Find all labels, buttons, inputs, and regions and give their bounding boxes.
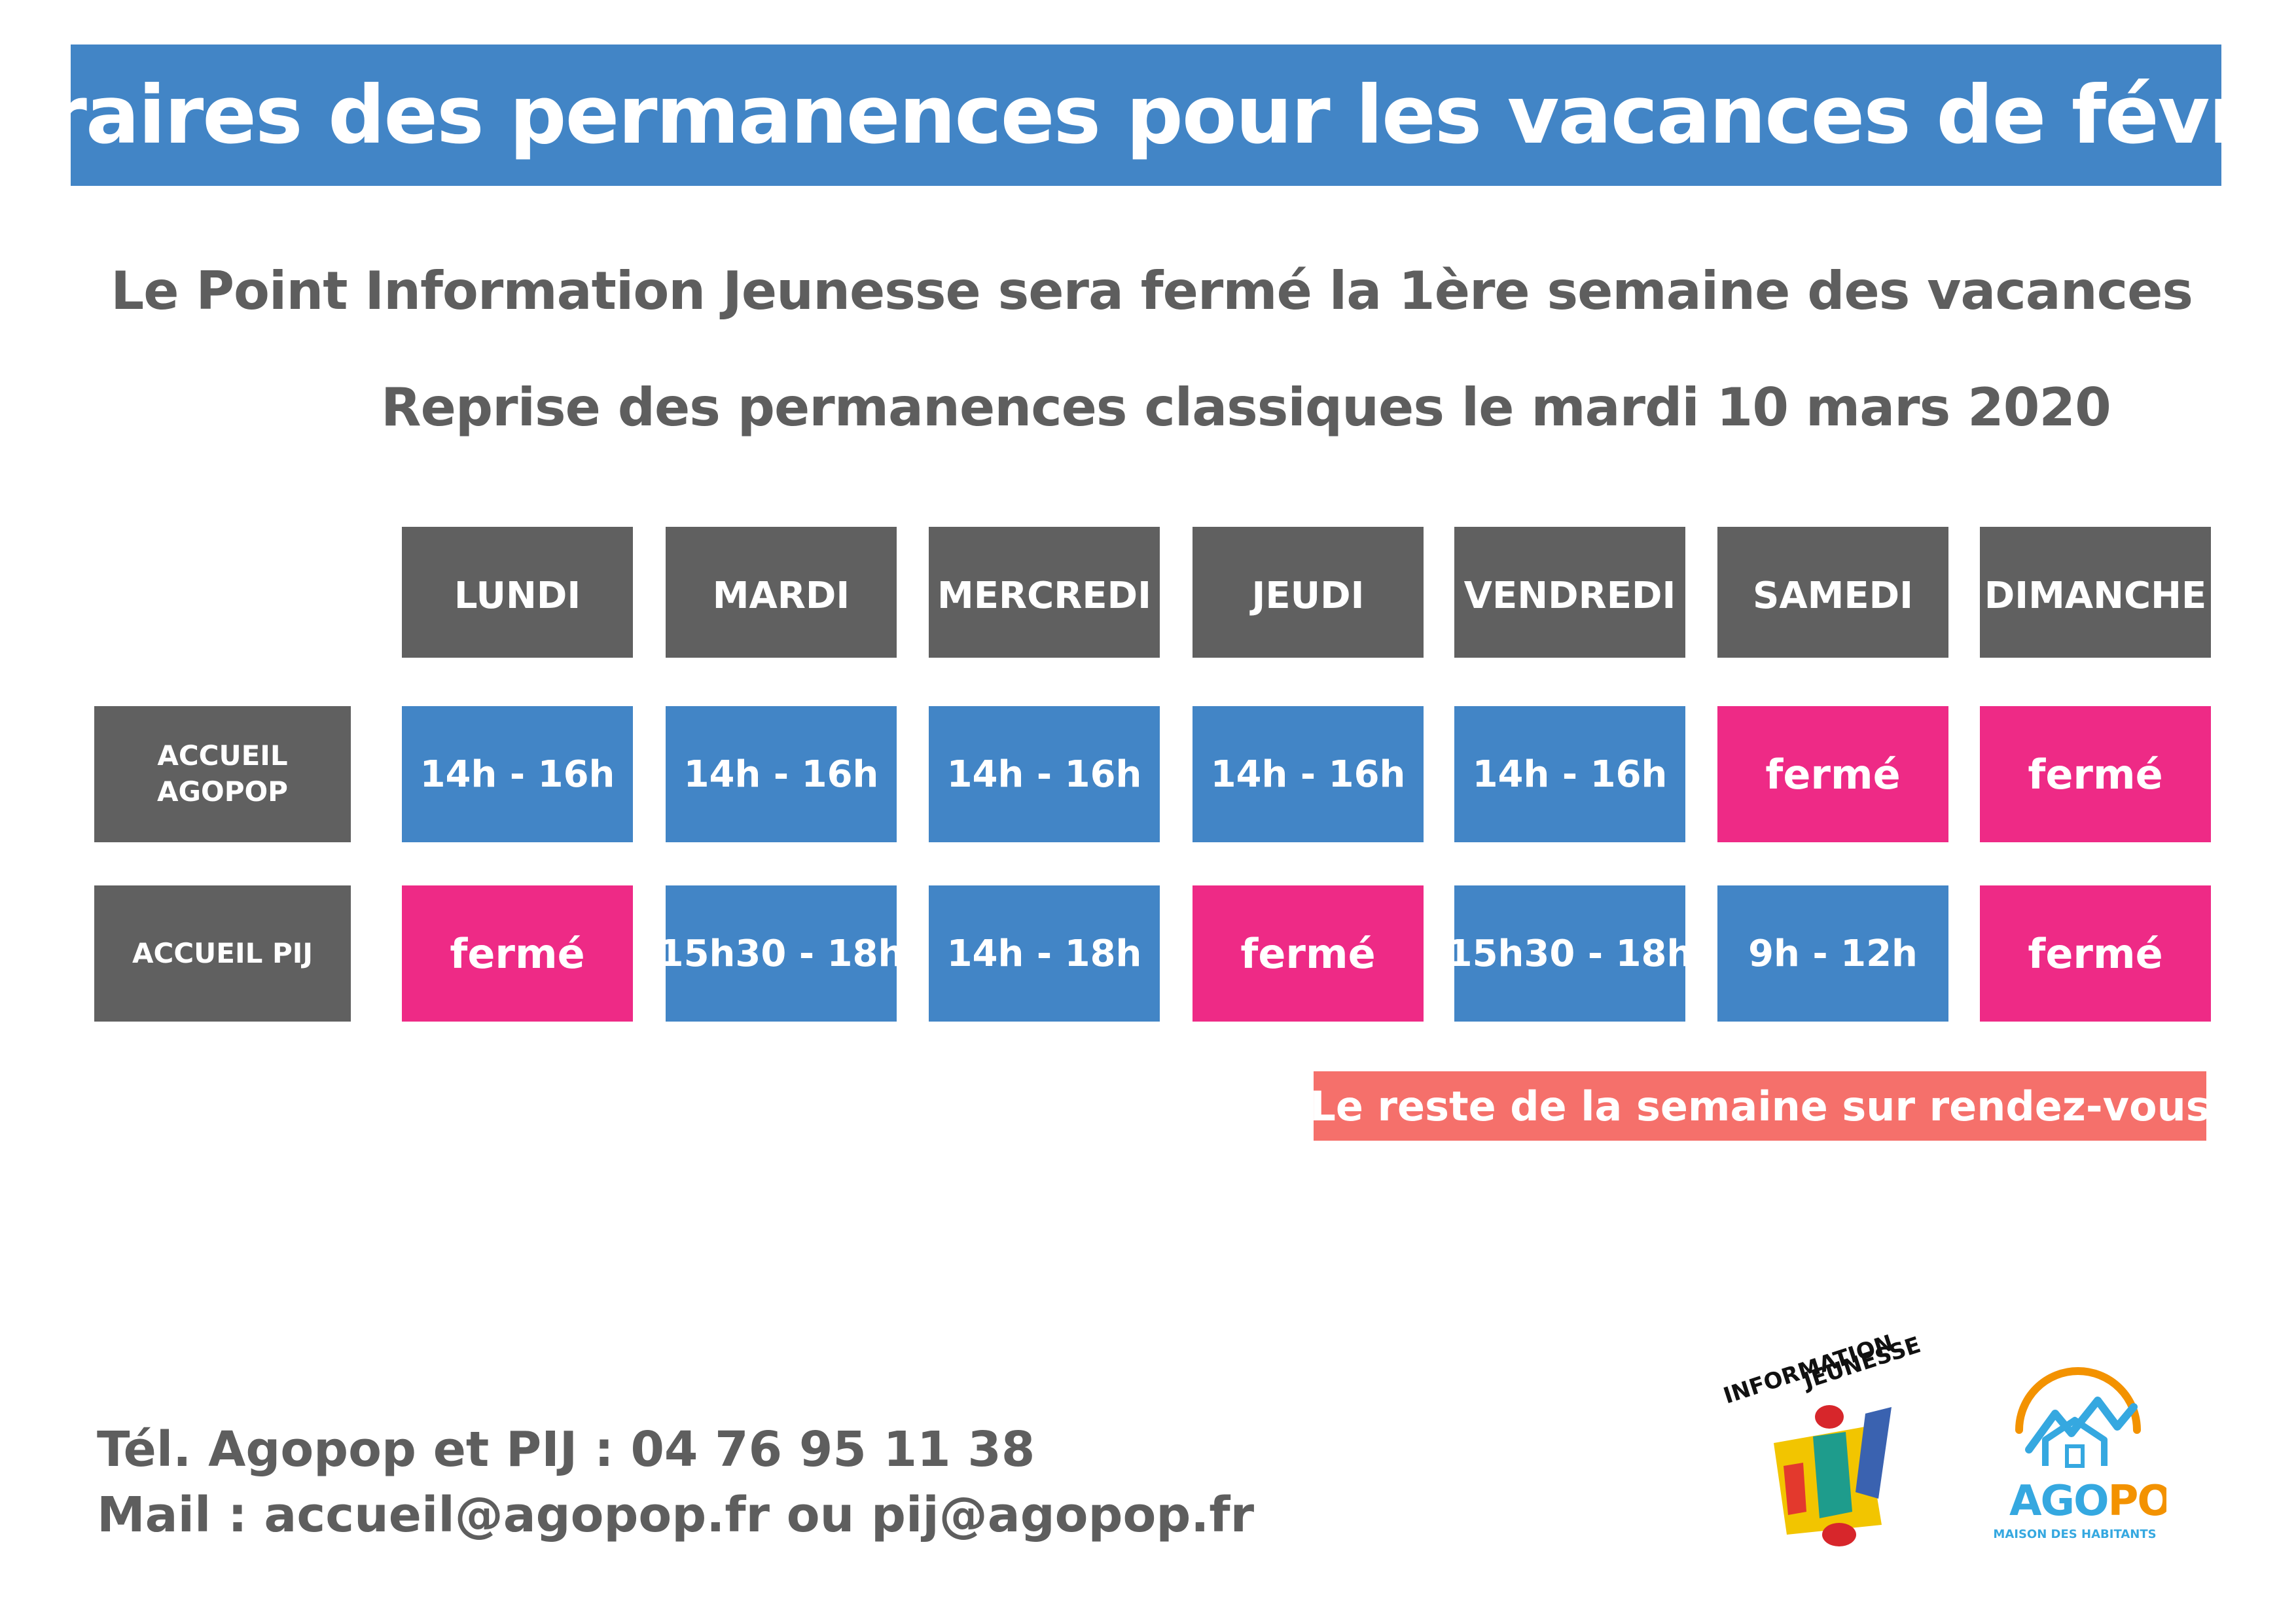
day-header-mardi: MARDI <box>666 527 897 658</box>
page-title-banner: Horaires des permanences pour les vacanc… <box>0 45 2296 186</box>
slot-pij-dimanche: fermé <box>1980 885 2211 1022</box>
slot-pij-vendredi: 15h30 - 18h <box>1447 885 1693 1022</box>
contact-mail: Mail : accueil@agopop.fr ou pij@agopop.f… <box>97 1487 1255 1543</box>
agopop-house-logo: AGOPOP MAISON DES HABITANTS <box>1993 1367 2166 1541</box>
day-header-dimanche: DIMANCHE <box>1980 527 2211 658</box>
slot-agopop-lundi: 14h - 16h <box>402 706 633 842</box>
contact-phone: Tél. Agopop et PIJ : 04 76 95 11 38 <box>97 1421 1035 1478</box>
slot-pij-lundi: fermé <box>402 885 633 1022</box>
slot-agopop-mercredi: 14h - 16h <box>929 706 1160 842</box>
logo-agopop-name-part2: POP <box>2108 1477 2166 1525</box>
page-title: Horaires des permanences pour les vacanc… <box>0 69 2296 162</box>
slot-pij-samedi: 9h - 12h <box>1717 885 1948 1022</box>
slot-agopop-jeudi: 14h - 16h <box>1193 706 1424 842</box>
appointment-note: Le reste de la semaine sur rendez-vous <box>1310 1071 2210 1141</box>
row-label-line2: AGOPOP <box>157 776 288 808</box>
slot-pij-jeudi: fermé <box>1193 885 1424 1022</box>
slot-agopop-vendredi: 14h - 16h <box>1454 706 1685 842</box>
subtitle-reprise: Reprise des permanences classiques le ma… <box>381 377 2111 438</box>
row-label-accueil-pij: ACCUEIL PIJ <box>94 885 351 1022</box>
logo-agopop-name-part1: AGO <box>2009 1477 2108 1525</box>
row-label-line1: ACCUEIL <box>157 740 288 772</box>
day-header-mercredi: MERCREDI <box>929 527 1160 658</box>
day-header-samedi: SAMEDI <box>1717 527 1948 658</box>
day-header-vendredi: VENDREDI <box>1454 527 1685 658</box>
svg-text:AGOPOP: AGOPOP <box>2009 1477 2166 1525</box>
slot-pij-mercredi: 14h - 18h <box>929 885 1160 1022</box>
slot-pij-mardi: 15h30 - 18h <box>658 885 904 1022</box>
slot-agopop-samedi: fermé <box>1717 706 1948 842</box>
row-label-accueil-agopop: ACCUEIL AGOPOP <box>94 706 351 842</box>
slot-agopop-mardi: 14h - 16h <box>666 706 897 842</box>
slot-agopop-dimanche: fermé <box>1980 706 2211 842</box>
day-header-lundi: LUNDI <box>402 527 633 658</box>
logo-agopop-tagline: MAISON DES HABITANTS <box>1993 1527 2156 1541</box>
day-header-jeudi: JEUDI <box>1193 527 1424 658</box>
information-jeunesse-logo: INFORMATION JEUNESSE <box>1720 1330 1924 1546</box>
subtitle-closure: Le Point Information Jeunesse sera fermé… <box>111 260 2193 321</box>
